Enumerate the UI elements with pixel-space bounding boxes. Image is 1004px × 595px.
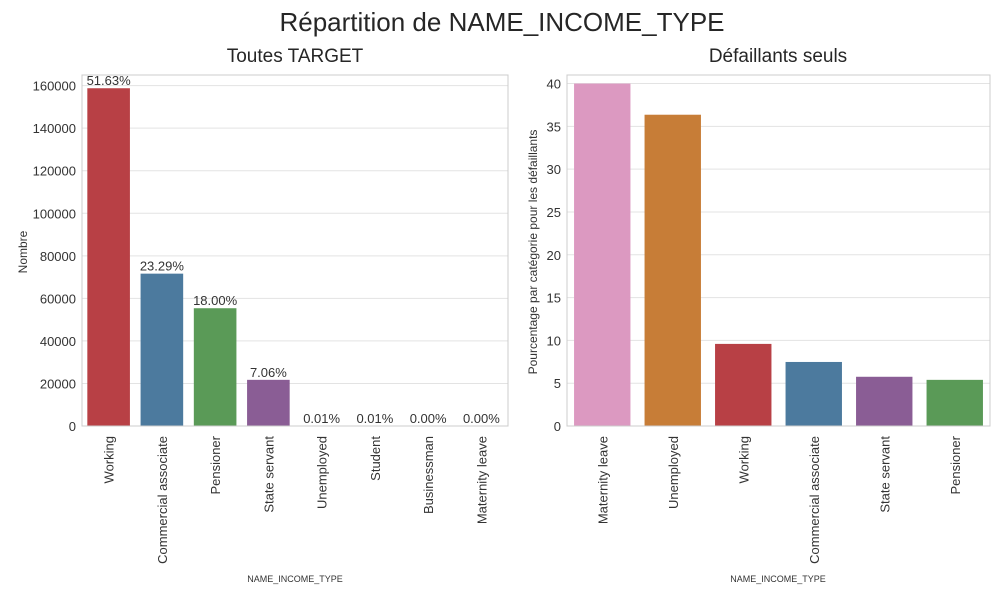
left-chart-bar — [193, 308, 237, 426]
right-chart-y-tick-label: 15 — [547, 291, 561, 306]
right-chart-bar — [856, 376, 913, 426]
left-chart-x-tick-label: Businessman — [421, 436, 436, 514]
left-chart-bar-label: 0.01% — [303, 411, 340, 426]
left-chart-y-tick-label: 0 — [69, 419, 76, 434]
left-chart-bar-label: 51.63% — [87, 73, 132, 88]
left-chart-x-tick-label: Pensioner — [208, 435, 223, 494]
left-chart-bar — [247, 379, 290, 426]
right-chart-y-tick-label: 30 — [547, 162, 561, 177]
right-chart-y-tick-label: 25 — [547, 205, 561, 220]
left-chart-x-ticks: Working Commercial associate Pensioner Stat… — [102, 435, 490, 564]
right-chart-y-tick-label: 0 — [554, 419, 561, 434]
left-chart-xlabel: NAME_INCOME_TYPE — [247, 574, 343, 584]
right-chart-y-tick-label: 35 — [547, 119, 561, 134]
left-chart-bar — [140, 273, 184, 426]
right-chart-bars — [574, 83, 983, 426]
left-chart-y-tick-label: 120000 — [33, 164, 76, 179]
left-chart-y-tick-label: 80000 — [40, 249, 76, 264]
right-chart-title: Défaillants seuls — [709, 46, 847, 67]
right-chart-y-tick-label: 10 — [547, 333, 561, 348]
left-chart: Toutes TARGET Nombre NAME_INCOME_TYPE 0 2… — [16, 46, 509, 584]
left-chart-y-tick-label: 140000 — [33, 121, 76, 136]
left-chart-y-tick-label: 160000 — [33, 79, 76, 94]
right-chart-y-tick-label: 40 — [547, 77, 561, 92]
left-chart-bar-label: 0.01% — [356, 411, 393, 426]
left-chart-ylabel: Nombre — [16, 230, 30, 273]
figure-title: Répartition de NAME_INCOME_TYPE — [279, 7, 724, 37]
right-chart-x-tick-label: Pensioner — [948, 435, 963, 494]
right-chart-y-tick-label: 20 — [547, 248, 561, 263]
right-chart: Défaillants seuls Pourcentage par catégo… — [526, 46, 991, 584]
left-chart-y-ticks: 0 20000 40000 60000 80000 100000 120000 140000 1… — [33, 79, 76, 434]
right-chart-x-tick-label: Unemployed — [666, 436, 681, 509]
left-chart-y-tick-label: 20000 — [40, 376, 76, 391]
left-chart-bar-label: 18.00% — [193, 293, 238, 308]
right-chart-x-tick-label: Maternity leave — [595, 436, 610, 524]
right-chart-frame — [566, 74, 991, 427]
left-chart-bar-label: 23.29% — [140, 259, 185, 274]
left-chart-x-tick-label: Working — [102, 436, 117, 483]
right-chart-ylabel: Pourcentage par catégorie pour les défai… — [526, 130, 540, 375]
left-chart-y-tick-label: 40000 — [40, 334, 76, 349]
left-chart-x-tick-label: Commercial associate — [155, 436, 170, 564]
left-chart-bar-labels: 51.63% 23.29% 18.00% 7.06% 0.01% 0.01% 0.00% 0.… — [87, 73, 501, 426]
left-chart-x-tick-label: State servant — [261, 436, 276, 513]
left-chart-bar-label: 0.00% — [410, 411, 447, 426]
left-chart-y-tick-label: 60000 — [40, 291, 76, 306]
right-chart-x-ticks: Maternity leave Unemployed Working Commerci… — [595, 435, 963, 564]
right-chart-bar — [644, 114, 701, 426]
right-chart-gridlines — [567, 83, 990, 427]
right-chart-xlabel: NAME_INCOME_TYPE — [730, 574, 826, 584]
left-chart-x-tick-label: Student — [368, 436, 383, 481]
left-chart-x-tick-label: Unemployed — [315, 436, 330, 509]
left-chart-title: Toutes TARGET — [227, 46, 364, 67]
right-chart-y-tick-label: 5 — [554, 376, 561, 391]
left-chart-bar-label: 7.06% — [250, 365, 287, 380]
left-chart-frame — [81, 74, 509, 427]
left-chart-x-tick-label: Maternity leave — [474, 436, 489, 524]
right-chart-x-tick-label: Commercial associate — [807, 436, 822, 564]
right-chart-x-tick-label: State servant — [877, 436, 892, 513]
right-chart-y-ticks: 0 5 10 15 20 25 30 35 40 — [547, 77, 561, 434]
left-chart-bar-label: 0.00% — [463, 411, 500, 426]
right-chart-x-tick-label: Working — [736, 436, 751, 483]
right-chart-bar — [785, 361, 842, 426]
left-chart-bar — [87, 88, 130, 427]
left-chart-bars — [87, 88, 503, 427]
left-chart-y-tick-label: 100000 — [33, 206, 76, 221]
right-chart-bar — [574, 83, 631, 426]
right-chart-bar — [715, 343, 772, 426]
right-chart-bar — [926, 379, 983, 426]
